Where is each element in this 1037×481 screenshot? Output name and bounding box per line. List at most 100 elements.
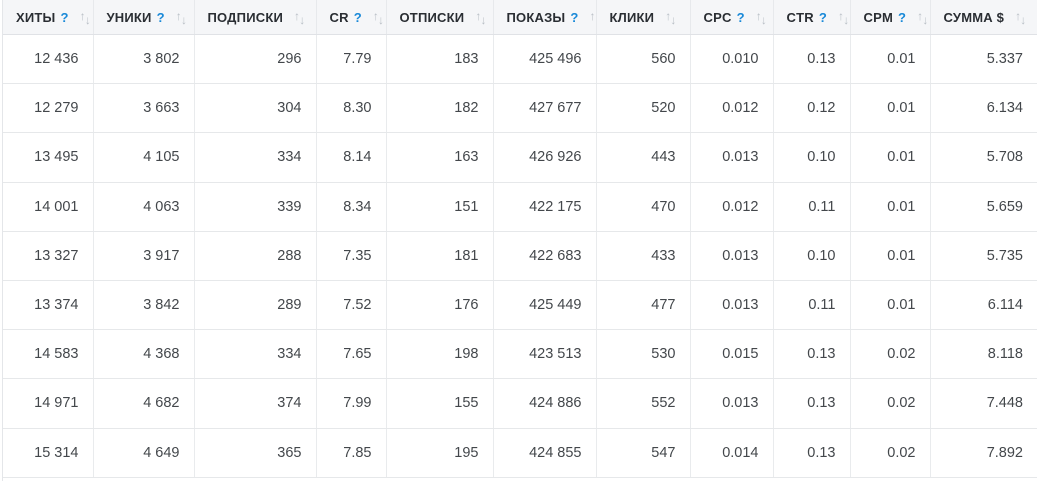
help-icon[interactable]: ?: [60, 10, 69, 26]
table-cell-uniques: 3 663: [93, 83, 195, 134]
help-icon[interactable]: ?: [736, 10, 745, 26]
table-cell-unsubscribes: 163: [386, 132, 494, 183]
table-cell-subscriptions: 365: [194, 428, 317, 478]
table-cell-ctr: 0.13: [773, 378, 851, 429]
sort-down-arrow-icon: ↓: [180, 12, 188, 27]
table-cell-cpc: 0.010: [690, 34, 774, 85]
table-cell-unsubscribes: 198: [386, 329, 494, 380]
table-cell-unsubscribes: 182: [386, 83, 494, 134]
stats-table: ХИТЫ? ↑↓ УНИКИ? ↑↓ ПОДПИСКИ ↑↓ CR? ↑↓ ОТПИСКИ ↑↓ П…: [3, 0, 1037, 478]
column-header-hits[interactable]: ХИТЫ? ↑↓: [3, 0, 94, 35]
table-row: 14 583 4 368 334 7.65 198 423 513 530 0.015 0.13…: [3, 329, 1037, 380]
table-cell-sum: 7.448: [930, 378, 1037, 429]
table-cell-subscriptions: 374: [194, 378, 317, 429]
column-header-ctr[interactable]: CTR? ↑↓: [773, 0, 851, 35]
table-cell-cr: 7.65: [316, 329, 387, 380]
table-cell-subscriptions: 289: [194, 280, 317, 331]
sort-down-arrow-icon: ↓: [378, 12, 385, 27]
sort-icon[interactable]: ↑↓: [176, 10, 188, 27]
table-cell-cr: 8.14: [316, 132, 387, 183]
column-header-cpc[interactable]: CPC? ↑↓: [690, 0, 774, 35]
table-cell-ctr: 0.11: [773, 182, 851, 232]
column-header-clicks[interactable]: КЛИКИ ↑↓: [596, 0, 691, 35]
sort-down-arrow-icon: ↓: [299, 12, 306, 27]
sort-up-arrow-icon: ↑: [589, 8, 596, 23]
sort-icon[interactable]: ↑↓: [589, 8, 596, 26]
column-label: CR: [329, 10, 349, 26]
sort-up-arrow-icon: ↑: [294, 8, 301, 23]
column-header-uniques[interactable]: УНИКИ? ↑↓: [93, 0, 195, 35]
table-header-row: ХИТЫ? ↑↓ УНИКИ? ↑↓ ПОДПИСКИ ↑↓ CR? ↑↓ ОТПИСКИ ↑↓ П…: [3, 0, 1037, 35]
sort-down-arrow-icon: ↓: [480, 12, 487, 27]
table-cell-unsubscribes: 176: [386, 280, 494, 331]
table-cell-impressions: 426 926: [493, 132, 597, 183]
table-cell-ctr: 0.12: [773, 83, 851, 134]
table-cell-uniques: 4 682: [93, 378, 195, 429]
table-cell-cr: 8.34: [316, 182, 387, 232]
sort-icon[interactable]: ↑↓: [294, 8, 306, 27]
column-header-unsubscribes[interactable]: ОТПИСКИ ↑↓: [386, 0, 494, 35]
sort-icon[interactable]: ↑↓: [917, 10, 928, 26]
table-cell-cpc: 0.013: [690, 280, 774, 331]
help-icon[interactable]: ?: [570, 10, 579, 26]
sort-icon[interactable]: ↑↓: [373, 10, 385, 27]
column-label: ХИТЫ: [16, 10, 56, 26]
table-cell-ctr: 0.10: [773, 231, 851, 281]
help-icon[interactable]: ?: [818, 10, 827, 26]
table-cell-subscriptions: 304: [194, 83, 317, 134]
table-cell-cpc: 0.013: [690, 132, 774, 183]
table-row: 14 001 4 063 339 8.34 151 422 175 470 0.012 0.11…: [3, 182, 1037, 232]
partial-next-row: [3, 477, 1037, 481]
table-cell-hits: 15 314: [3, 428, 94, 478]
sort-icon[interactable]: ↑↓: [475, 8, 487, 27]
table-cell-cr: 7.35: [316, 231, 387, 281]
table-cell-clicks: 477: [596, 280, 691, 331]
column-header-cpm[interactable]: CPM? ↑↓: [850, 0, 931, 35]
table-cell-impressions: 422 683: [493, 231, 597, 281]
column-label: СУММА $: [943, 10, 1005, 26]
sort-down-arrow-icon: ↓: [84, 12, 92, 27]
table-cell-clicks: 560: [596, 34, 691, 85]
sort-icon[interactable]: ↑↓: [665, 8, 676, 26]
column-header-sum[interactable]: СУММА $ ↑↓: [930, 0, 1037, 35]
sort-down-arrow-icon: ↓: [1020, 12, 1027, 27]
table-cell-subscriptions: 339: [194, 182, 317, 232]
table-cell-subscriptions: 296: [194, 34, 317, 85]
sort-icon[interactable]: ↑↓: [838, 10, 849, 26]
sort-icon[interactable]: ↑↓: [80, 10, 92, 27]
table-cell-cpc: 0.013: [690, 231, 774, 281]
table-cell-sum: 5.659: [930, 182, 1037, 232]
table-cell-cr: 7.85: [316, 428, 387, 478]
table-cell-impressions: 425 449: [493, 280, 597, 331]
table-row: 12 279 3 663 304 8.30 182 427 677 520 0.012 0.12…: [3, 83, 1037, 134]
sort-up-arrow-icon: ↑: [665, 8, 672, 23]
sort-icon[interactable]: ↑↓: [755, 8, 767, 26]
column-header-impressions[interactable]: ПОКАЗЫ? ↑↓: [493, 0, 597, 35]
table-row: 13 374 3 842 289 7.52 176 425 449 477 0.013 0.11…: [3, 280, 1037, 331]
table-cell-clicks: 530: [596, 329, 691, 380]
column-label: ПОДПИСКИ: [207, 10, 283, 26]
sort-icon[interactable]: ↑↓: [1015, 10, 1027, 27]
table-cell-hits: 14 001: [3, 182, 94, 232]
table-cell-hits: 14 971: [3, 378, 94, 429]
help-icon[interactable]: ?: [353, 10, 362, 26]
help-icon[interactable]: ?: [156, 10, 165, 26]
table-cell-cpm: 0.01: [850, 83, 931, 134]
help-icon[interactable]: ?: [898, 10, 907, 26]
table-cell-unsubscribes: 151: [386, 182, 494, 232]
table-cell-cr: 7.52: [316, 280, 387, 331]
sort-up-arrow-icon: ↑: [475, 8, 482, 23]
table-cell-ctr: 0.13: [773, 428, 851, 478]
column-header-cr[interactable]: CR? ↑↓: [316, 0, 387, 35]
table-cell-cpc: 0.012: [690, 182, 774, 232]
table-cell-hits: 12 436: [3, 34, 94, 85]
table-cell-clicks: 547: [596, 428, 691, 478]
table-cell-cr: 7.79: [316, 34, 387, 85]
table-cell-hits: 14 583: [3, 329, 94, 380]
table-cell-impressions: 422 175: [493, 182, 597, 232]
column-header-subscriptions[interactable]: ПОДПИСКИ ↑↓: [194, 0, 317, 35]
sort-up-arrow-icon: ↑: [755, 8, 762, 23]
table-cell-unsubscribes: 155: [386, 378, 494, 429]
